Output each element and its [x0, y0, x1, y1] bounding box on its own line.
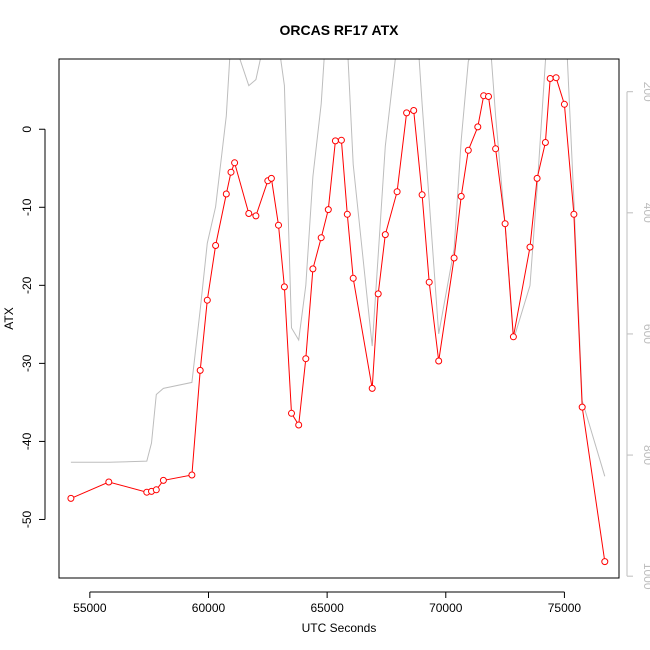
data-point	[288, 409, 295, 417]
data-point	[343, 210, 351, 218]
data-point	[509, 333, 517, 341]
data-point	[67, 494, 75, 502]
data-point	[492, 145, 500, 153]
data-point	[368, 384, 376, 392]
data-point	[541, 139, 549, 146]
data-point	[425, 278, 433, 286]
data-point	[267, 174, 275, 182]
data-point	[222, 190, 230, 198]
plot-frame	[58, 58, 620, 579]
data-point	[546, 75, 554, 82]
data-point	[533, 174, 541, 182]
series-line-right-axis	[70, 59, 606, 477]
data-point	[418, 191, 426, 199]
y-tick-label: 0	[20, 126, 34, 133]
y-axis-title: ATX	[2, 307, 16, 329]
y2-tick-label: 800	[641, 445, 650, 465]
data-point	[464, 146, 472, 154]
data-point	[302, 355, 310, 363]
data-point	[105, 478, 113, 486]
data-point	[212, 242, 220, 249]
data-point	[578, 403, 586, 411]
data-point	[410, 107, 418, 114]
y2-tick-label: 1000	[641, 563, 650, 590]
data-point	[324, 206, 332, 214]
data-point	[331, 137, 339, 145]
data-point	[601, 558, 609, 566]
data-point	[188, 471, 196, 479]
data-point	[501, 220, 509, 228]
data-point	[309, 265, 317, 273]
y-tick-label: -50	[20, 510, 34, 528]
y-tick-label: -20	[20, 276, 34, 294]
data-point	[374, 290, 382, 298]
data-point	[245, 210, 253, 217]
data-point	[231, 159, 239, 167]
plot-area	[67, 59, 609, 566]
data-point	[317, 234, 325, 242]
x-tick-label: 55000	[73, 601, 107, 615]
data-point	[252, 212, 260, 220]
axes: 55000 60000 65000 70000 75000 0 -10 -20 -30 -40 -5…	[20, 82, 650, 615]
data-point	[275, 221, 282, 229]
data-point	[159, 476, 167, 484]
y-tick-label: -30	[20, 354, 34, 372]
data-point	[457, 192, 465, 200]
data-point	[152, 486, 160, 494]
data-point	[485, 93, 492, 100]
data-point	[570, 210, 578, 218]
data-point	[295, 421, 303, 429]
data-point	[435, 357, 443, 365]
data-point	[393, 188, 401, 196]
data-point	[196, 366, 204, 374]
x-tick-label: 65000	[310, 601, 344, 615]
y2-tick-label: 400	[641, 203, 650, 223]
x-tick-label: 60000	[192, 601, 226, 615]
data-point	[280, 283, 288, 291]
y-tick-label: -10	[20, 198, 34, 216]
data-point	[403, 109, 411, 117]
data-point	[552, 74, 560, 82]
y2-tick-label: 600	[641, 324, 650, 344]
data-point	[526, 243, 534, 251]
data-point	[560, 100, 568, 108]
data-point	[381, 231, 389, 239]
x-axis-title: UTC Seconds	[302, 621, 377, 635]
data-point	[227, 168, 235, 176]
y-tick-label: -40	[20, 432, 34, 450]
data-point	[349, 274, 357, 282]
x-tick-label: 70000	[429, 601, 463, 615]
data-point	[203, 296, 211, 304]
series-line-atx	[70, 77, 606, 562]
data-point	[337, 136, 345, 144]
chart-title: ORCAS RF17 ATX	[279, 22, 399, 38]
x-tick-label: 75000	[548, 601, 582, 615]
y2-tick-label: 200	[641, 82, 650, 102]
data-point	[450, 254, 458, 262]
data-point	[474, 123, 482, 131]
